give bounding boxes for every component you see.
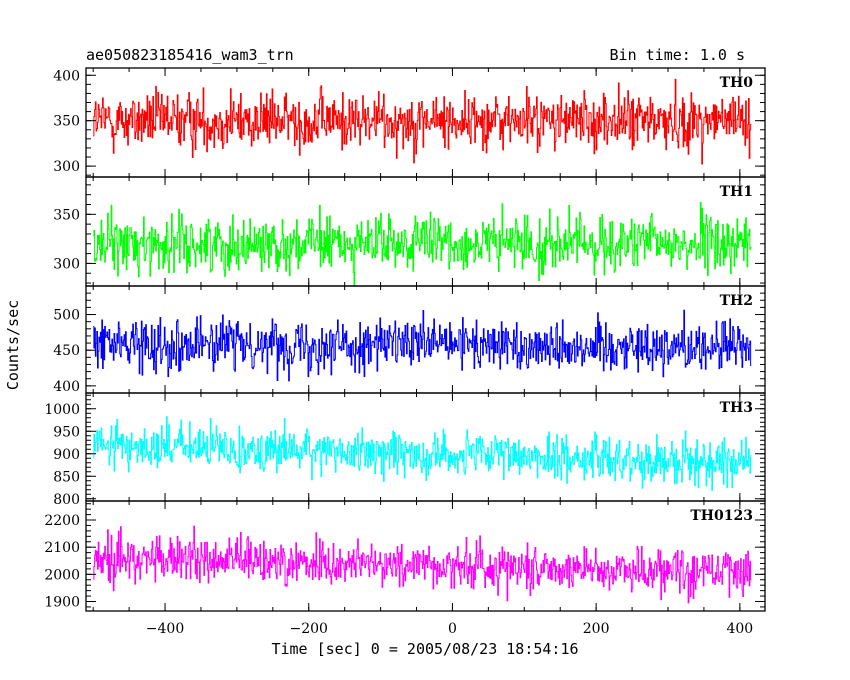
y-tick-label: 350 bbox=[53, 114, 80, 130]
panel-label: TH3 bbox=[720, 400, 753, 416]
x-tick-label: 200 bbox=[583, 621, 610, 637]
series-th2 bbox=[93, 309, 752, 382]
y-tick-label: 300 bbox=[53, 159, 80, 175]
panels-group: 300 350 400 TH0 300 350 TH1 400 450 500 TH2 800 850 9… bbox=[44, 67, 766, 612]
panel-frame bbox=[85, 500, 766, 612]
y-tick-label: 300 bbox=[53, 256, 80, 272]
y-tick-label: 500 bbox=[53, 308, 80, 324]
y-tick-label: 800 bbox=[53, 492, 80, 508]
x-axis-label: Time [sec] 0 = 2005/08/23 18:54:16 bbox=[271, 640, 578, 658]
bin-time-label: Bin time: 1.0 s bbox=[610, 46, 745, 64]
panel-th1: 300 350 TH1 bbox=[53, 176, 766, 287]
y-tick-label: 1000 bbox=[44, 402, 80, 418]
panel-label: TH0123 bbox=[690, 508, 753, 524]
y-tick-label: 2000 bbox=[44, 567, 80, 583]
panel-th0: 300 350 400 TH0 bbox=[53, 67, 766, 178]
y-tick-label: 850 bbox=[53, 469, 80, 485]
y-axis-label: Counts/sec bbox=[4, 300, 22, 390]
panel-th0123: 1900 2000 2100 2200 TH0123 bbox=[44, 500, 766, 612]
y-tick-label: 900 bbox=[53, 447, 80, 463]
y-tick-label: 450 bbox=[53, 343, 80, 359]
y-tick-label: 2200 bbox=[44, 513, 80, 529]
x-tick-label: 0 bbox=[448, 621, 457, 637]
x-axis: −400 −200 0 200 400 bbox=[146, 621, 753, 637]
panel-label: TH0 bbox=[720, 75, 754, 91]
series-th0 bbox=[93, 78, 752, 165]
series-th1 bbox=[93, 201, 752, 286]
y-tick-label: 2100 bbox=[44, 540, 80, 556]
y-tick-label: 1900 bbox=[44, 594, 80, 610]
series-th0123 bbox=[93, 525, 752, 604]
x-tick-label: −400 bbox=[146, 621, 184, 637]
y-tick-label: 350 bbox=[53, 207, 80, 223]
y-tick-label: 400 bbox=[53, 379, 80, 395]
panel-label: TH1 bbox=[720, 184, 753, 200]
x-tick-label: 400 bbox=[726, 621, 753, 637]
chart-title: ae050823185416_wam3_trn bbox=[86, 46, 294, 64]
y-tick-label: 400 bbox=[53, 68, 80, 84]
panel-label: TH2 bbox=[720, 293, 753, 309]
panel-th3: 800 850 900 950 1000 TH3 bbox=[44, 392, 766, 508]
x-tick-label: −200 bbox=[290, 621, 328, 637]
series-th3 bbox=[93, 416, 752, 491]
y-tick-label: 950 bbox=[53, 424, 80, 440]
panel-th2: 400 450 500 TH2 bbox=[53, 285, 766, 395]
